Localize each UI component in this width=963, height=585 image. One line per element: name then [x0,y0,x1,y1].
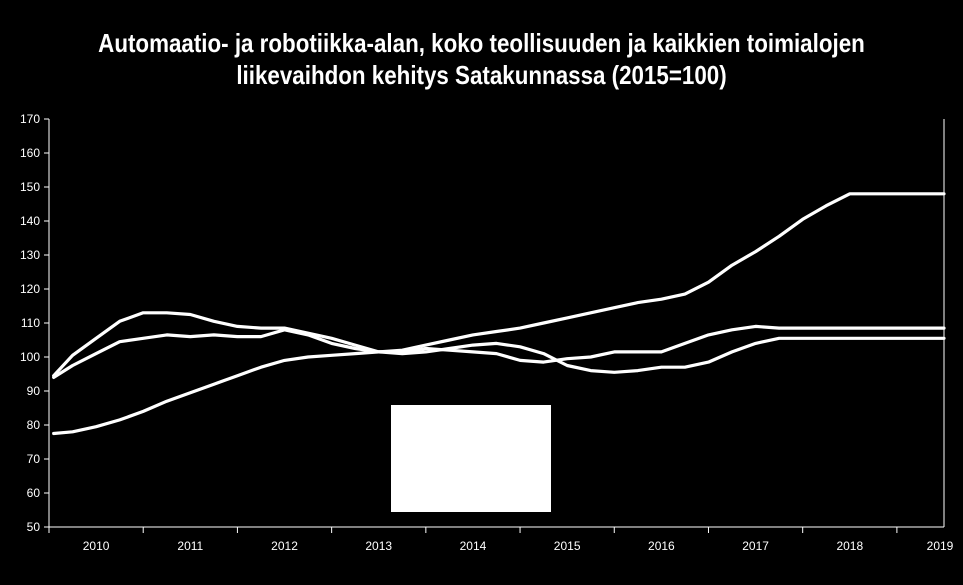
chart-axes: 50 60 70 80 90 100 110 120 130 140 150 160 170 2010 20… [20,112,954,553]
y-tick-label: 150 [20,180,40,194]
chart-title-line-2: liikevaihdon kehitys Satakunnassa (2015=… [236,60,727,90]
x-tick-label: 2010 [83,539,110,553]
x-tick-label: 2013 [365,539,392,553]
y-tick-label: 70 [27,452,41,466]
y-tick-label: 170 [20,112,40,126]
y-tick-label: 60 [27,486,41,500]
x-tick-label: 2011 [177,539,203,553]
y-tick-label: 80 [27,418,41,432]
x-tick-label: 2016 [648,539,675,553]
x-tick-label: 2015 [554,539,581,553]
y-tick-label: 130 [20,248,40,262]
series-line-3 [52,324,946,379]
x-tick-label: 2012 [271,539,298,553]
y-tick-label: 50 [27,520,41,534]
y-tick-label: 120 [20,282,40,296]
y-tick-label: 160 [20,146,40,160]
y-tick-label: 110 [21,316,40,330]
x-tick-label: 2019 [927,539,954,553]
y-tick-label: 100 [20,350,40,364]
series-line-1 [52,192,946,436]
chart-title: Automaatio- ja robotiikka-alan, koko teo… [67,27,895,91]
legend-box [391,405,551,512]
series-line-2 [52,311,946,378]
x-tick-label: 2017 [742,539,769,553]
x-tick-label: 2018 [836,539,863,553]
y-tick-label: 90 [27,384,41,398]
x-tick-label: 2014 [460,539,487,553]
chart-title-line-1: Automaatio- ja robotiikka-alan, koko teo… [98,28,865,58]
chart-series [52,192,946,436]
chart-legend [391,405,551,512]
y-tick-label: 140 [20,214,40,228]
